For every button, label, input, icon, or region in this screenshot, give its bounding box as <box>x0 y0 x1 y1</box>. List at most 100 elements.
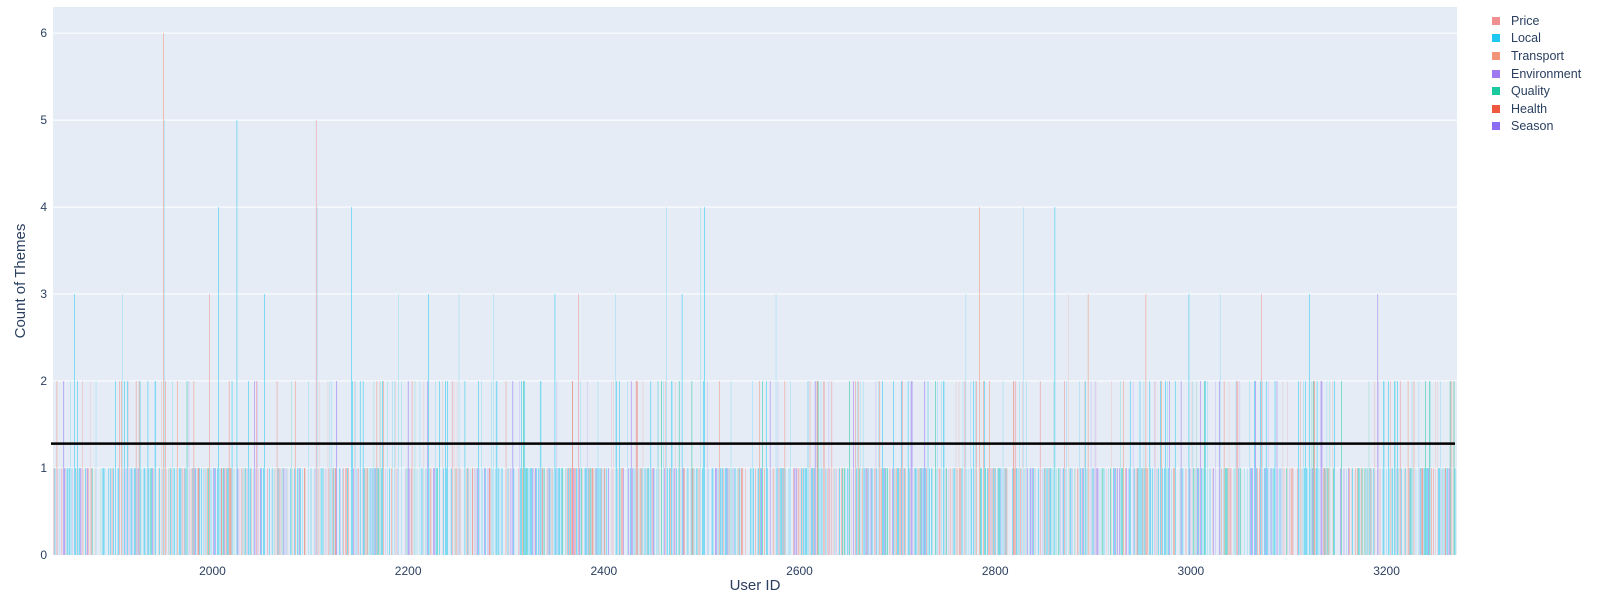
bar-local <box>321 468 323 555</box>
bar-environment <box>194 468 196 555</box>
bar-local <box>1086 468 1088 555</box>
bar-transport <box>1014 468 1016 555</box>
bar-quality <box>273 468 275 555</box>
bar-local <box>694 468 696 555</box>
bar-quality <box>985 468 986 555</box>
bar-local <box>139 381 141 555</box>
bar-local <box>113 468 114 555</box>
bar-transport <box>639 468 641 555</box>
bar-local <box>1316 381 1318 555</box>
bar-local <box>446 468 447 555</box>
bar-transport <box>993 468 995 555</box>
bar-local <box>1438 468 1439 555</box>
bar-quality <box>887 468 888 555</box>
bar-quality <box>378 468 380 555</box>
bar-price <box>841 468 842 555</box>
bar-price <box>974 468 975 555</box>
bar-transport <box>728 468 730 555</box>
bar-local <box>185 468 187 555</box>
bar-health <box>472 468 474 555</box>
bar-health <box>468 468 470 555</box>
bar-local <box>807 381 808 555</box>
bar-local <box>329 381 331 555</box>
legend-item-transport[interactable]: Transport <box>1492 47 1581 65</box>
bar-local <box>180 468 182 555</box>
bar-transport <box>228 381 230 555</box>
bar-local <box>927 381 928 555</box>
bar-local <box>580 381 581 555</box>
legend-item-quality[interactable]: Quality <box>1492 82 1581 100</box>
bar-local <box>1265 381 1267 555</box>
bar-transport <box>508 468 510 555</box>
bar-environment <box>137 468 139 555</box>
bar-local <box>394 381 395 555</box>
bar-price <box>722 468 724 555</box>
bar-season <box>868 468 870 555</box>
bar-local <box>971 468 973 555</box>
bar-local <box>590 468 592 555</box>
bar-quality <box>737 468 739 555</box>
bar-price <box>742 468 744 555</box>
bar-environment <box>732 468 734 555</box>
bar-local <box>496 381 498 555</box>
bar-season <box>1320 381 1322 555</box>
bar-transport <box>1111 381 1112 555</box>
bar-environment <box>853 381 854 555</box>
bar-local <box>776 468 778 555</box>
bar-local <box>320 468 322 555</box>
bar-local <box>898 468 899 555</box>
bar-local <box>1249 381 1250 555</box>
legend-item-local[interactable]: Local <box>1492 30 1581 48</box>
bar-transport <box>176 381 178 555</box>
bar-quality <box>1122 468 1123 555</box>
bar-local <box>1369 468 1371 555</box>
bar-local <box>965 294 967 555</box>
bar-local <box>1394 381 1395 555</box>
bar-transport <box>764 468 765 555</box>
bar-season <box>397 468 398 555</box>
bar-local <box>264 294 265 555</box>
bar-price <box>328 468 330 555</box>
bar-quality <box>406 468 408 555</box>
bar-health <box>1390 381 1391 555</box>
legend-item-environment[interactable]: Environment <box>1492 65 1581 83</box>
bar-season <box>1419 468 1421 555</box>
bar-quality <box>697 468 699 555</box>
bar-transport <box>1328 468 1330 555</box>
bar-environment <box>1060 468 1062 555</box>
bar-local <box>552 468 554 555</box>
bar-price <box>357 468 359 555</box>
bar-local <box>236 120 238 555</box>
legend-item-season[interactable]: Season <box>1492 118 1581 136</box>
bar-health <box>636 381 638 555</box>
bar-local <box>1149 381 1151 555</box>
bar-local <box>513 468 515 555</box>
bar-local <box>1427 468 1428 555</box>
bar-local <box>893 381 894 555</box>
legend-item-health[interactable]: Health <box>1492 100 1581 118</box>
bar-local <box>205 468 206 555</box>
bar-local <box>708 468 709 555</box>
bar-transport <box>287 468 289 555</box>
bar-local <box>1334 381 1336 555</box>
bar-local <box>467 468 469 555</box>
bar-local <box>1167 381 1168 555</box>
bar-transport <box>165 381 166 555</box>
bar-local <box>436 468 437 555</box>
legend-item-price[interactable]: Price <box>1492 12 1581 30</box>
bar-season <box>795 468 796 555</box>
bar-price <box>1199 468 1200 555</box>
bar-local <box>1207 381 1208 555</box>
bar-local <box>1251 468 1252 555</box>
bar-environment <box>314 468 316 555</box>
bar-transport <box>588 468 590 555</box>
bar-transport <box>85 468 87 555</box>
bar-local <box>1397 381 1398 555</box>
bar-local <box>1141 468 1143 555</box>
bar-transport <box>1370 468 1372 555</box>
bar-environment <box>1239 381 1241 555</box>
bar-local <box>1037 468 1039 555</box>
bar-quality <box>425 468 427 555</box>
bar-season <box>1093 468 1095 555</box>
bar-local <box>313 468 315 555</box>
